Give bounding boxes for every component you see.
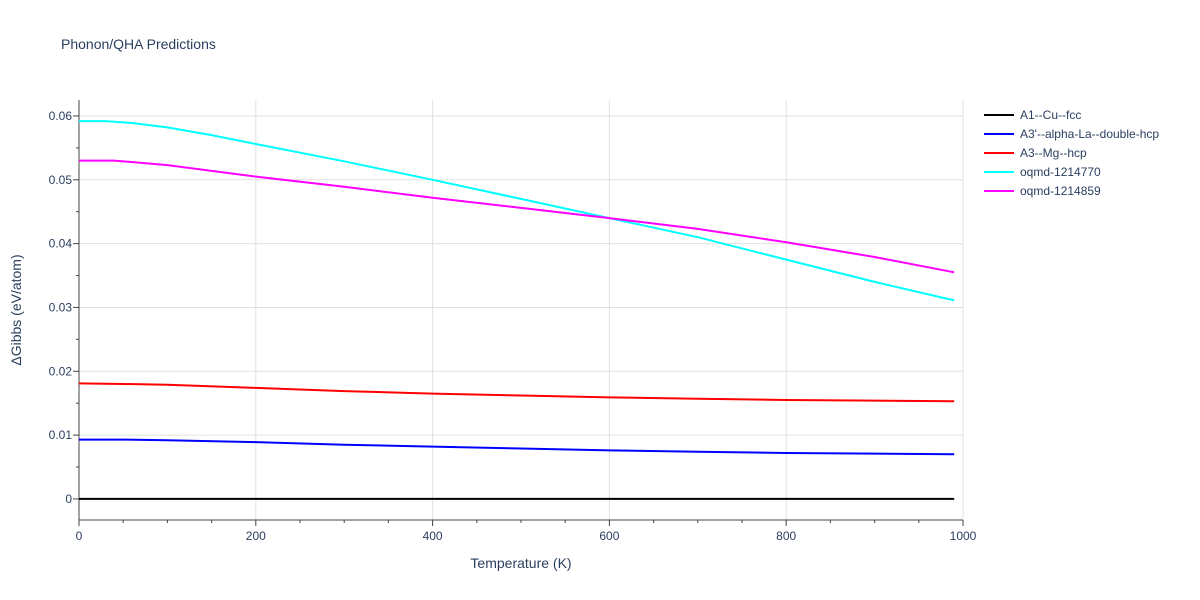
y-tick-label: 0.04 (49, 237, 73, 251)
series-line (79, 159, 955, 274)
y-axis-title: ΔGibbs (eV/atom) (8, 254, 24, 365)
legend-swatch (984, 132, 1014, 135)
series-line (79, 438, 955, 456)
x-axis-title: Temperature (K) (470, 555, 571, 571)
legend-label: A3--Mg--hcp (1020, 145, 1087, 160)
legend-label: A3'--alpha-La--double-hcp (1020, 126, 1160, 141)
legend-label: oqmd-1214859 (1020, 183, 1101, 198)
series-lines (78, 120, 955, 500)
legend-swatch (984, 189, 1014, 192)
legend-item[interactable]: oqmd-1214770 (984, 162, 1159, 181)
x-tick-label: 800 (776, 529, 796, 543)
y-tick-label: 0.01 (49, 428, 73, 442)
chart-title: Phonon/QHA Predictions (61, 36, 216, 52)
x-tick-label: 600 (599, 529, 619, 543)
series-line (79, 120, 955, 302)
legend-swatch (984, 113, 1014, 116)
y-tick-label: 0.05 (49, 173, 73, 187)
x-tick-label: 200 (246, 529, 266, 543)
grid-lines (79, 100, 964, 520)
y-tick-label: 0.03 (49, 300, 73, 314)
y-tick-label: 0 (65, 492, 72, 506)
x-tick-label: 400 (423, 529, 443, 543)
x-tick-label: 1000 (950, 529, 977, 543)
legend: A1--Cu--fcc A3'--alpha-La--double-hcp A3--… (984, 105, 1159, 200)
y-tick-label: 0.02 (49, 364, 73, 378)
axes: 0 200 400 600 800 1000 0 0.01 0.02 0.03 0.04 0.05 0.… (49, 100, 977, 543)
legend-item[interactable]: A3--Mg--hcp (984, 143, 1159, 162)
series-line (78, 382, 955, 403)
legend-item[interactable]: A3'--alpha-La--double-hcp (984, 124, 1159, 143)
legend-label: A1--Cu--fcc (1020, 107, 1082, 122)
legend-swatch (984, 170, 1014, 173)
legend-swatch (984, 151, 1014, 154)
legend-label: oqmd-1214770 (1020, 164, 1101, 179)
x-tick-label: 0 (76, 529, 83, 543)
legend-item[interactable]: oqmd-1214859 (984, 181, 1159, 200)
legend-item[interactable]: A1--Cu--fcc (984, 105, 1159, 124)
y-tick-label: 0.06 (49, 109, 73, 123)
